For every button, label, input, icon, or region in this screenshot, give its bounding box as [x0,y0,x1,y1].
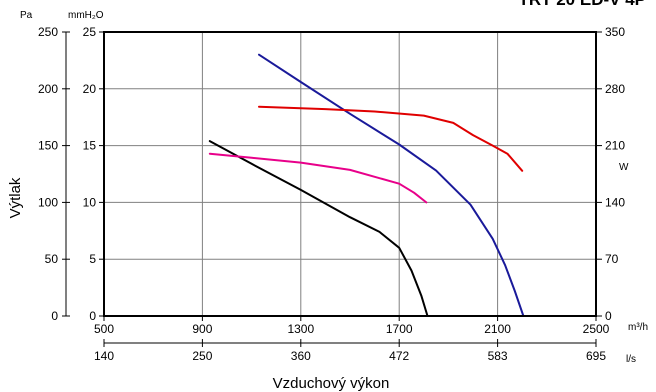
y-tick-label-mmh2o: 25 [83,25,97,39]
y-tick-label-pa: 200 [38,82,58,96]
x-tick-label-m3h: 2100 [484,322,511,336]
series-line-1 [258,53,525,317]
y-tick-label-w: 0 [605,309,612,323]
x-tick-label-ls: 472 [389,349,409,363]
grid [104,32,596,316]
y-tick-label-w: 280 [605,82,625,96]
x-tick-label-m3h: 2500 [583,322,610,336]
x-tick-label-ls: 583 [488,349,508,363]
unit-w: W [619,162,629,173]
y-tick-label-w: 210 [605,139,625,153]
y-tick-label-pa: 50 [45,252,59,266]
y-tick-label-mmh2o: 20 [83,82,97,96]
x-tick-label-ls: 140 [94,349,114,363]
y-tick-label-mmh2o: 0 [89,309,96,323]
x-axis-label: Vzduchový výkon [273,375,390,392]
x-tick-label-m3h: 1700 [386,322,413,336]
x-tick-label-ls: 360 [291,349,311,363]
series-layer [208,53,525,317]
x-tick-label-ls: 250 [192,349,212,363]
y-tick-label-w: 70 [605,252,619,266]
chart-title: TRT 20 ED-V 4P [518,0,646,10]
plot-frame [103,31,597,317]
y-tick-label-pa: 0 [51,309,58,323]
series-line-2 [208,140,429,317]
y-tick-label-w: 350 [605,25,625,39]
y-tick-label-pa: 250 [38,25,58,39]
axes: 0501001502002500510152025070140210280350… [38,25,625,363]
y-tick-label-pa: 150 [38,139,58,153]
unit-mmh2o: mmH₂O [68,10,104,21]
x-tick-label-m3h: 900 [192,322,212,336]
x-tick-label-m3h: 500 [94,322,114,336]
y-tick-label-mmh2o: 5 [89,252,96,266]
y-tick-label-mmh2o: 15 [83,139,97,153]
y-tick-label-w: 140 [605,195,625,209]
unit-m3h: m³/h [628,322,648,333]
series-line-4 [258,105,524,172]
y-tick-label-mmh2o: 10 [83,195,97,209]
x-tick-label-ls: 695 [586,349,606,363]
y-tick-label-pa: 100 [38,195,58,209]
y-axis-label: Výtlak [7,177,24,218]
unit-ls: l/s [626,354,636,365]
x-tick-label-m3h: 1300 [287,322,314,336]
unit-pa: Pa [20,10,33,21]
series-line-3 [208,152,428,204]
